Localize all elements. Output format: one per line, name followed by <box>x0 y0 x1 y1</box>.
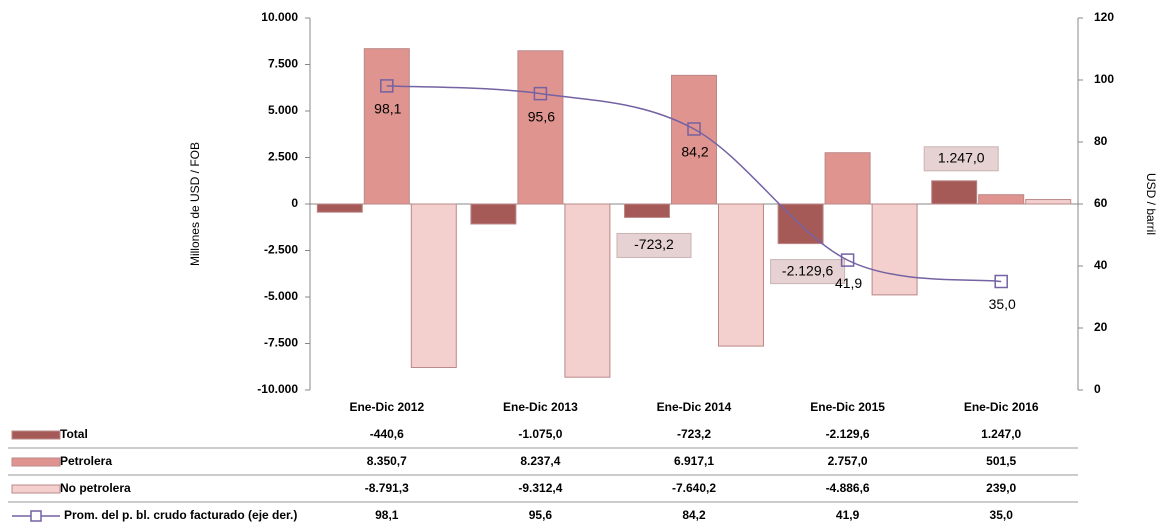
data-label: 35,0 <box>989 296 1016 312</box>
y-tick-label: -10.000 <box>257 382 298 396</box>
y2-axis-label: USD / barril <box>1144 173 1158 235</box>
table-cell: 98,1 <box>375 508 399 522</box>
table-cell: 1.247,0 <box>981 427 1021 441</box>
marker <box>840 253 855 267</box>
table-cell: -2.129,6 <box>826 427 870 441</box>
data-label: -723,2 <box>634 236 674 252</box>
legend-swatch <box>11 484 61 494</box>
legend-marker <box>30 510 42 522</box>
bar <box>824 152 871 205</box>
x-tick-label: Ene-Dic 2016 <box>964 400 1039 414</box>
y2-tick-label: 20 <box>1094 320 1108 334</box>
bar <box>671 74 717 205</box>
bar <box>978 194 1025 205</box>
y2-tick-label: 120 <box>1094 10 1114 24</box>
legend-swatch <box>11 457 61 467</box>
y-axis-label: Millones de USD / FOB <box>188 142 202 266</box>
bar <box>410 203 457 369</box>
bar <box>931 180 978 205</box>
bar <box>624 203 670 218</box>
legend-label: Prom. del p. bl. crudo facturado (eje de… <box>64 508 297 522</box>
table-cell: 501,5 <box>986 454 1016 468</box>
table-cell: 239,0 <box>986 481 1016 495</box>
data-label: 95,6 <box>528 108 555 124</box>
bar <box>871 203 918 296</box>
table-cell: -1.075,0 <box>518 427 562 441</box>
data-label-box <box>923 146 999 172</box>
x-tick-label: Ene-Dic 2012 <box>349 400 424 414</box>
table-cell: -8.791,3 <box>365 481 409 495</box>
marker <box>533 86 548 101</box>
line <box>386 85 1002 283</box>
data-label: 1.247,0 <box>938 150 985 166</box>
bar <box>777 203 824 245</box>
data-label: 41,9 <box>835 275 862 291</box>
bar <box>470 203 517 225</box>
legend-swatch <box>11 430 61 440</box>
y-tick-label: 0 <box>291 196 298 210</box>
bar <box>564 203 611 378</box>
legend-label: Petrolera <box>60 454 112 468</box>
y2-tick-label: 60 <box>1094 196 1108 210</box>
marker <box>994 274 1008 289</box>
legend-label: No petrolera <box>60 481 131 495</box>
y2-tick-label: 40 <box>1094 258 1108 272</box>
table-cell: 2.757,0 <box>828 454 868 468</box>
table-cell: -4.886,6 <box>826 481 870 495</box>
y2-tick-label: 100 <box>1094 72 1114 86</box>
table-cell: 8.350,7 <box>367 454 407 468</box>
table-cell: 35,0 <box>990 508 1014 522</box>
bar <box>316 203 363 213</box>
data-label-box <box>616 232 692 258</box>
y-tick-label: -5.000 <box>264 289 298 303</box>
y-tick-label: -2.500 <box>264 243 298 257</box>
table-cell: -9.312,4 <box>518 481 562 495</box>
x-tick-label: Ene-Dic 2013 <box>503 400 578 414</box>
legend-label: Total <box>60 427 88 441</box>
bar <box>718 203 764 347</box>
bar <box>517 50 564 205</box>
bar <box>1025 199 1072 205</box>
y-tick-label: 7.500 <box>268 57 298 71</box>
y-tick-label: 2.500 <box>268 150 298 164</box>
table-cell: 6.917,1 <box>674 454 714 468</box>
table-cell: -723,2 <box>677 427 711 441</box>
table-cell: 95,6 <box>529 508 553 522</box>
data-label-box <box>770 259 846 285</box>
table-cell: -440,6 <box>370 427 404 441</box>
data-label: 84,2 <box>681 144 708 160</box>
y-tick-label: 10.000 <box>261 10 298 24</box>
marker <box>380 79 394 93</box>
data-label: 98,1 <box>374 101 401 117</box>
x-tick-label: Ene-Dic 2014 <box>657 400 732 414</box>
x-tick-label: Ene-Dic 2015 <box>810 400 885 414</box>
y2-tick-label: 80 <box>1094 134 1108 148</box>
y-tick-label: -7.500 <box>264 336 298 350</box>
table-cell: 84,2 <box>682 508 706 522</box>
table-cell: -7.640,2 <box>672 481 716 495</box>
data-label: -2.129,6 <box>782 262 834 278</box>
table-cell: 8.237,4 <box>520 454 560 468</box>
table-cell: 41,9 <box>836 508 860 522</box>
bar <box>363 48 410 205</box>
y2-tick-label: 0 <box>1094 382 1101 396</box>
y-tick-label: 5.000 <box>268 103 298 117</box>
marker <box>687 122 701 136</box>
